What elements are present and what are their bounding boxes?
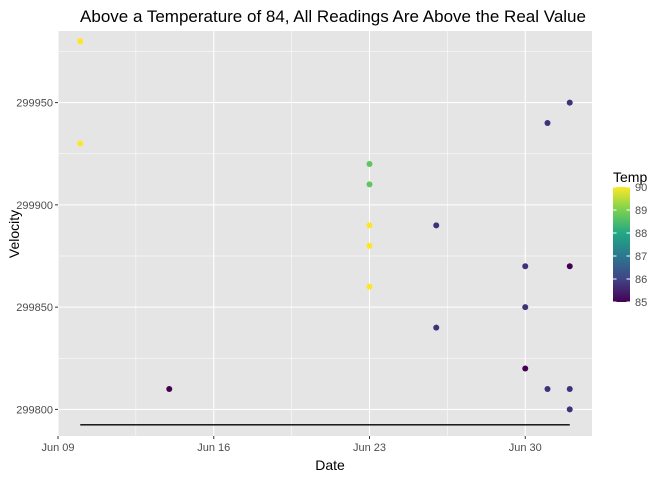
legend-title: Temp [613, 169, 647, 185]
plot-panel [57, 31, 592, 436]
legend-tick-label: 88 [635, 228, 647, 240]
x-tick-label: Jun 09 [41, 442, 74, 454]
color-legend: Temp 85 86 87 88 89 90 [613, 169, 647, 309]
y-tick-label: 299900 [16, 200, 53, 212]
major-gridlines [57, 31, 592, 436]
data-point [433, 324, 440, 331]
data-point [366, 160, 373, 167]
data-point [366, 242, 373, 249]
data-point [566, 385, 573, 392]
data-point [544, 120, 551, 127]
y-tick-label: 299850 [16, 302, 53, 314]
data-point [366, 222, 373, 229]
y-axis: 299800 299850 299900 299950 [16, 98, 58, 416]
legend-tick-label: 86 [635, 274, 647, 286]
data-point [522, 263, 529, 270]
x-axis-title: Date [315, 457, 345, 473]
data-point [77, 38, 84, 45]
legend-tick-label: 90 [635, 182, 647, 194]
data-point [77, 140, 84, 147]
data-point [544, 385, 551, 392]
legend-tick-label: 89 [635, 205, 647, 217]
x-tick-label: Jun 23 [353, 442, 386, 454]
data-points [77, 38, 573, 413]
x-tick-label: Jun 30 [509, 442, 542, 454]
legend-tick-label: 87 [635, 251, 647, 263]
legend-tick-label: 85 [635, 297, 647, 309]
data-point [366, 181, 373, 188]
data-point [433, 222, 440, 229]
y-tick-label: 299950 [16, 98, 53, 110]
data-point [566, 99, 573, 106]
x-tick-label: Jun 16 [197, 442, 230, 454]
data-point [366, 283, 373, 290]
y-tick-label: 299800 [16, 404, 53, 416]
x-axis: Jun 09 Jun 16 Jun 23 Jun 30 [41, 436, 542, 454]
minor-gridlines [58, 31, 592, 436]
chart-title: Above a Temperature of 84, All Readings … [80, 7, 586, 26]
data-point [566, 263, 573, 270]
legend-colorbar [613, 187, 630, 302]
data-point [522, 365, 529, 372]
y-axis-title: Velocity [6, 210, 22, 258]
data-point [522, 304, 529, 311]
data-point [566, 406, 573, 413]
panel-background [58, 31, 592, 436]
data-point [166, 385, 173, 392]
